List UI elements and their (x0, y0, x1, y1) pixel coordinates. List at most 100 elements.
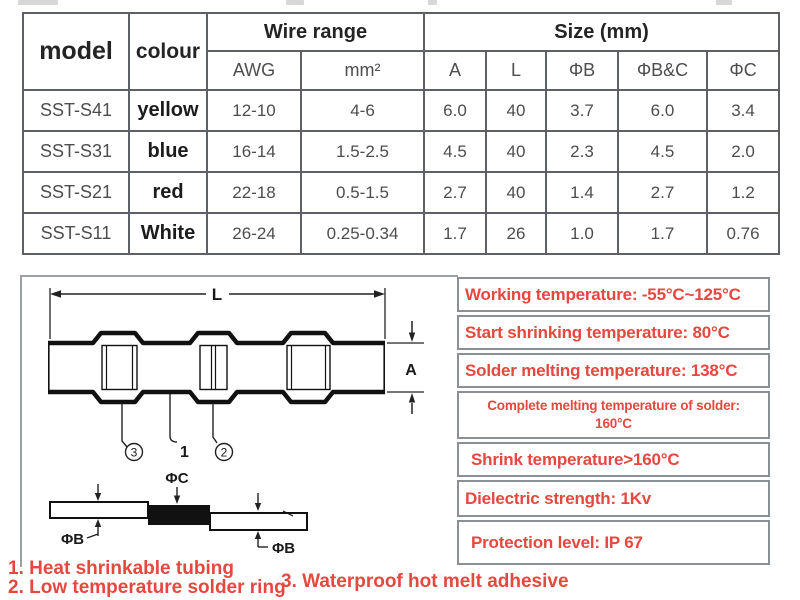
cell-a: 2.7 (423, 171, 487, 214)
spec-text: Working temperature: -55°C~125°C (465, 284, 741, 304)
spec-item-start-shrinking-temperature: Start shrinking temperature: 80°C (457, 315, 770, 350)
col-header-mm2: mm² (300, 50, 425, 91)
spec-item-protection-level: Protection level: IP 67 (457, 520, 770, 565)
col-header-model: model (22, 12, 130, 91)
cell-model: SST-S41 (22, 89, 130, 132)
cell-phi-c: 0.76 (705, 212, 781, 255)
connector-diagram: L A 3 1 2 ΦC (20, 275, 458, 567)
cell-mm2: 0.25-0.34 (300, 212, 425, 255)
cell-colour: red (128, 171, 208, 214)
cropped-text-artifact (18, 0, 58, 5)
adhesive-ring-left (101, 344, 138, 391)
callout-1-label: 1 (180, 444, 189, 461)
cell-a: 1.7 (423, 212, 487, 255)
col-header-a: A (423, 50, 487, 91)
tube-bottom-outline (48, 389, 385, 405)
dimension-arrow-icon (408, 332, 416, 342)
col-header-phi-c: ΦC (705, 50, 781, 91)
phi-b-right-label: ΦB (272, 540, 295, 557)
callout-3-label: 3 (131, 446, 138, 460)
spec-text: 160°C (595, 416, 632, 431)
cell-l: 26 (485, 212, 547, 255)
callout-2-label: 2 (221, 446, 228, 460)
dimension-arrow-icon (254, 503, 262, 511)
cropped-text-artifact (286, 0, 304, 5)
wire-left (49, 501, 149, 519)
cell-awg: 26-24 (206, 212, 302, 255)
table-row: SST-S21 red 22-18 0.5-1.5 2.7 40 1.4 2.7… (22, 171, 781, 214)
cell-phi-bc: 1.7 (617, 212, 708, 255)
cropped-text-artifact (428, 0, 437, 5)
wire-right (209, 512, 308, 531)
dimension-arrow-icon (374, 290, 385, 298)
spec-item-dielectric-strength: Dielectric strength: 1Kv (457, 480, 770, 517)
spec-text: Dielectric strength: 1Kv (465, 488, 652, 508)
cell-phi-bc: 2.7 (617, 171, 708, 214)
cell-phi-b: 1.4 (545, 171, 619, 214)
dimension-arrow-icon (173, 495, 181, 504)
cell-l: 40 (485, 89, 547, 132)
col-header-awg: AWG (206, 50, 302, 91)
dimension-arrow-icon (94, 493, 102, 501)
cell-phi-b: 3.7 (545, 89, 619, 132)
product-spec-table: model colour Wire range Size (mm) AWG mm… (22, 12, 781, 255)
phi-c-label: ΦC (165, 470, 188, 487)
dimension-a-label: A (405, 362, 417, 379)
dimension-arrow-icon (50, 290, 61, 298)
cell-l: 40 (485, 171, 547, 214)
temperature-spec-panel: Working temperature: -55°C~125°C Start s… (457, 277, 770, 565)
spec-text: Solder melting temperature: 138°C (465, 360, 738, 380)
spec-item-shrink-temperature: Shrink temperature>160°C (457, 442, 770, 477)
dimension-arrow-icon (94, 519, 102, 527)
cell-phi-c: 2.0 (705, 130, 781, 173)
spec-text: Shrink temperature>160°C (471, 449, 680, 469)
cell-a: 4.5 (423, 130, 487, 173)
cell-awg: 16-14 (206, 130, 302, 173)
table-row: SST-S31 blue 16-14 1.5-2.5 4.5 40 2.3 4.… (22, 130, 781, 173)
adhesive-ring-right (286, 344, 331, 391)
cell-colour: yellow (128, 89, 208, 132)
col-group-wire-range: Wire range (206, 12, 425, 52)
legend-item-waterproof-hot-melt-adhesive: 3. Waterproof hot melt adhesive (281, 571, 569, 592)
cell-mm2: 0.5-1.5 (300, 171, 425, 214)
cell-colour: White (128, 212, 208, 255)
spec-item-complete-melting-temperature: Complete melting temperature of solder: … (457, 391, 770, 439)
spec-text: Protection level: IP 67 (471, 532, 643, 552)
col-header-colour: colour (128, 12, 208, 91)
callout-2-circle (214, 442, 234, 462)
cell-model: SST-S21 (22, 171, 130, 214)
cell-phi-c: 1.2 (705, 171, 781, 214)
dimension-l-label: L (212, 285, 222, 304)
solder-ring (199, 344, 228, 391)
cell-mm2: 4-6 (300, 89, 425, 132)
dimension-arrow-icon (254, 531, 262, 539)
cell-colour: blue (128, 130, 208, 173)
table-row: SST-S11 White 26-24 0.25-0.34 1.7 26 1.0… (22, 212, 781, 255)
dimension-arrow-icon (408, 393, 416, 403)
diagram-frame (20, 275, 458, 567)
cell-phi-b: 1.0 (545, 212, 619, 255)
cell-awg: 12-10 (206, 89, 302, 132)
spec-item-solder-melting-temperature: Solder melting temperature: 138°C (457, 353, 770, 388)
cell-mm2: 1.5-2.5 (300, 130, 425, 173)
table-row: SST-S41 yellow 12-10 4-6 6.0 40 3.7 6.0 … (22, 89, 781, 132)
legend-item-heat-shrinkable-tubing: 1. Heat shrinkable tubing (8, 558, 234, 579)
cell-phi-bc: 4.5 (617, 130, 708, 173)
spec-item-working-temperature: Working temperature: -55°C~125°C (457, 277, 770, 312)
spec-text: Complete melting temperature of solder: (487, 398, 740, 414)
cell-model: SST-S31 (22, 130, 130, 173)
cell-phi-b: 2.3 (545, 130, 619, 173)
cell-phi-bc: 6.0 (617, 89, 708, 132)
cell-awg: 22-18 (206, 171, 302, 214)
spec-text: Start shrinking temperature: 80°C (465, 322, 730, 342)
col-group-size-mm: Size (mm) (422, 12, 781, 52)
cell-a: 6.0 (423, 89, 487, 132)
callout-3-circle (124, 442, 144, 462)
cell-model: SST-S11 (22, 212, 130, 255)
phi-b-left-label: ΦB (61, 531, 84, 548)
cell-phi-c: 3.4 (705, 89, 781, 132)
col-header-phi-b: ΦB (545, 50, 619, 91)
cropped-text-artifact (716, 0, 732, 5)
col-header-l: L (485, 50, 547, 91)
